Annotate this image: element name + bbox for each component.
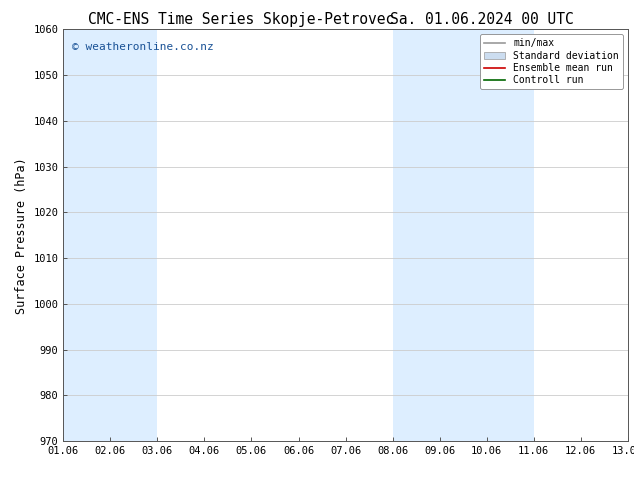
- Y-axis label: Surface Pressure (hPa): Surface Pressure (hPa): [15, 157, 28, 314]
- Text: © weatheronline.co.nz: © weatheronline.co.nz: [72, 42, 214, 52]
- Text: CMC-ENS Time Series Skopje-Petrovec: CMC-ENS Time Series Skopje-Petrovec: [87, 12, 394, 27]
- Text: Sa. 01.06.2024 00 UTC: Sa. 01.06.2024 00 UTC: [390, 12, 574, 27]
- Bar: [63, 29, 157, 441]
- Legend: min/max, Standard deviation, Ensemble mean run, Controll run: min/max, Standard deviation, Ensemble me…: [480, 34, 623, 89]
- Bar: [392, 29, 534, 441]
